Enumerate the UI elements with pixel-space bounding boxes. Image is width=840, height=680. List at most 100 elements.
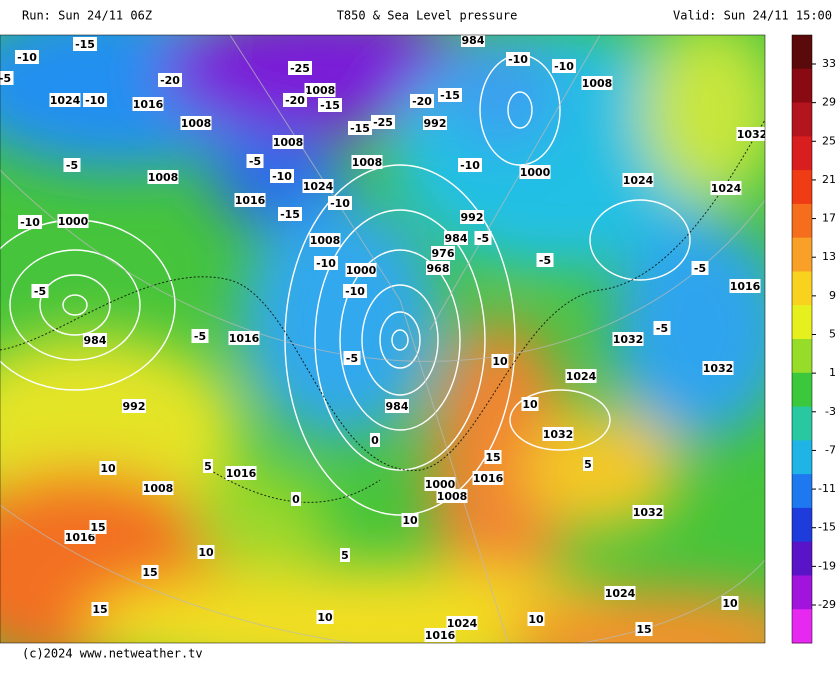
contour-label: 1008: [305, 84, 336, 97]
colorbar-label: 21: [822, 173, 836, 186]
label-box: [424, 628, 456, 642]
colorbar-label: 5: [829, 328, 836, 341]
label-box: [31, 284, 49, 298]
contour-label: 1024: [303, 180, 334, 193]
label-box: [147, 170, 179, 184]
label-box: [64, 530, 96, 544]
contour-label: 10: [722, 597, 738, 610]
contour-label: -10: [17, 51, 37, 64]
label-box: [141, 565, 159, 579]
contour-label: 984: [84, 334, 107, 347]
contour-label: -20: [285, 94, 305, 107]
contour-label: -5: [34, 285, 46, 298]
contour-label: 1008: [582, 77, 613, 90]
contour-label: -10: [460, 159, 480, 172]
contour-label: -25: [290, 62, 310, 75]
contour-label: 5: [204, 460, 212, 473]
label-box: [318, 98, 342, 112]
colorbar-label: 33: [822, 57, 836, 70]
label-box: [426, 261, 450, 275]
label-box: [702, 361, 734, 375]
map-title: T850 & Sea Level pressure: [337, 9, 518, 23]
isobars: [0, 54, 691, 516]
contour-label: 1008: [148, 171, 179, 184]
contour-label: 0: [292, 493, 300, 506]
colorbar-band: [792, 35, 812, 70]
label-box: [328, 196, 352, 210]
label-box: [246, 154, 264, 168]
label-box: [49, 93, 81, 107]
label-box: [197, 545, 215, 559]
contour-label: 10: [522, 398, 538, 411]
contour-label: -10: [330, 197, 350, 210]
valid-label: Valid: Sun 24/11 15:00: [673, 9, 832, 23]
label-box: [436, 489, 468, 503]
contour-label: 5: [584, 458, 592, 471]
colorbar-band: [792, 474, 812, 509]
contour-label: 10: [317, 611, 333, 624]
label-box: [270, 169, 294, 183]
colorbar-label: -15: [818, 521, 836, 534]
label-box: [340, 548, 350, 562]
label-box: [438, 88, 462, 102]
label-box: [472, 471, 504, 485]
label-box: [83, 93, 107, 107]
contour-label: 1008: [181, 117, 212, 130]
label-box: [460, 210, 484, 224]
label-box: [371, 115, 395, 129]
label-box: [99, 461, 117, 475]
contour-label: 15: [636, 623, 651, 636]
colorbar: 33 29 25 21 17 13 9 5 1 -3 -7 -11 -15 -19 -29: [791, 34, 836, 644]
label-box: [122, 399, 146, 413]
contour-label: 1016: [473, 472, 504, 485]
label-box: [348, 121, 372, 135]
label-box: [423, 116, 447, 130]
contour-label: -15: [440, 89, 460, 102]
label-box: [343, 351, 361, 365]
label-box: [304, 83, 336, 97]
contour-label: 1008: [352, 156, 383, 169]
label-box: [191, 329, 209, 343]
label-box: [278, 207, 302, 221]
label-box: [291, 492, 301, 506]
label-box: [343, 284, 367, 298]
label-box: [73, 37, 97, 51]
contour-label: 992: [424, 117, 447, 130]
label-box: [225, 466, 257, 480]
contour-label: 1016: [226, 467, 257, 480]
label-box: [57, 214, 89, 228]
label-box: [536, 253, 554, 267]
contour-label: 0: [371, 434, 379, 447]
credit: (c)2024 www.netweather.tv: [22, 647, 203, 661]
label-box: [604, 586, 636, 600]
label-box: [729, 279, 761, 293]
colorbar-band: [792, 339, 812, 374]
contour-label: 1024: [623, 174, 654, 187]
colorbar-band: [792, 305, 812, 340]
contour-label: -10: [316, 257, 336, 270]
label-box: [385, 399, 409, 413]
label-box: [431, 246, 455, 260]
colorbar-band: [792, 102, 812, 137]
contour-label: 1024: [711, 182, 742, 195]
contour-label: 1000: [346, 264, 377, 277]
contour-label: -15: [75, 38, 95, 51]
label-box: [410, 94, 434, 108]
label-box: [89, 520, 107, 534]
contour-label: -5: [539, 254, 551, 267]
contour-label: 1000: [425, 478, 456, 491]
contour-label: 992: [123, 400, 146, 413]
label-box: [0, 71, 14, 85]
graticule: [0, 35, 765, 643]
label-box: [635, 622, 653, 636]
contour-label: 1016: [133, 98, 164, 111]
contour-label: 1024: [50, 94, 81, 107]
contour-label: 1024: [566, 370, 597, 383]
colorbar-label: 9: [829, 289, 836, 302]
colorbar-band: [792, 406, 812, 441]
colorbar-band: [792, 372, 812, 408]
label-box: [491, 354, 509, 368]
label-box: [521, 397, 539, 411]
contour-label: -5: [66, 159, 78, 172]
